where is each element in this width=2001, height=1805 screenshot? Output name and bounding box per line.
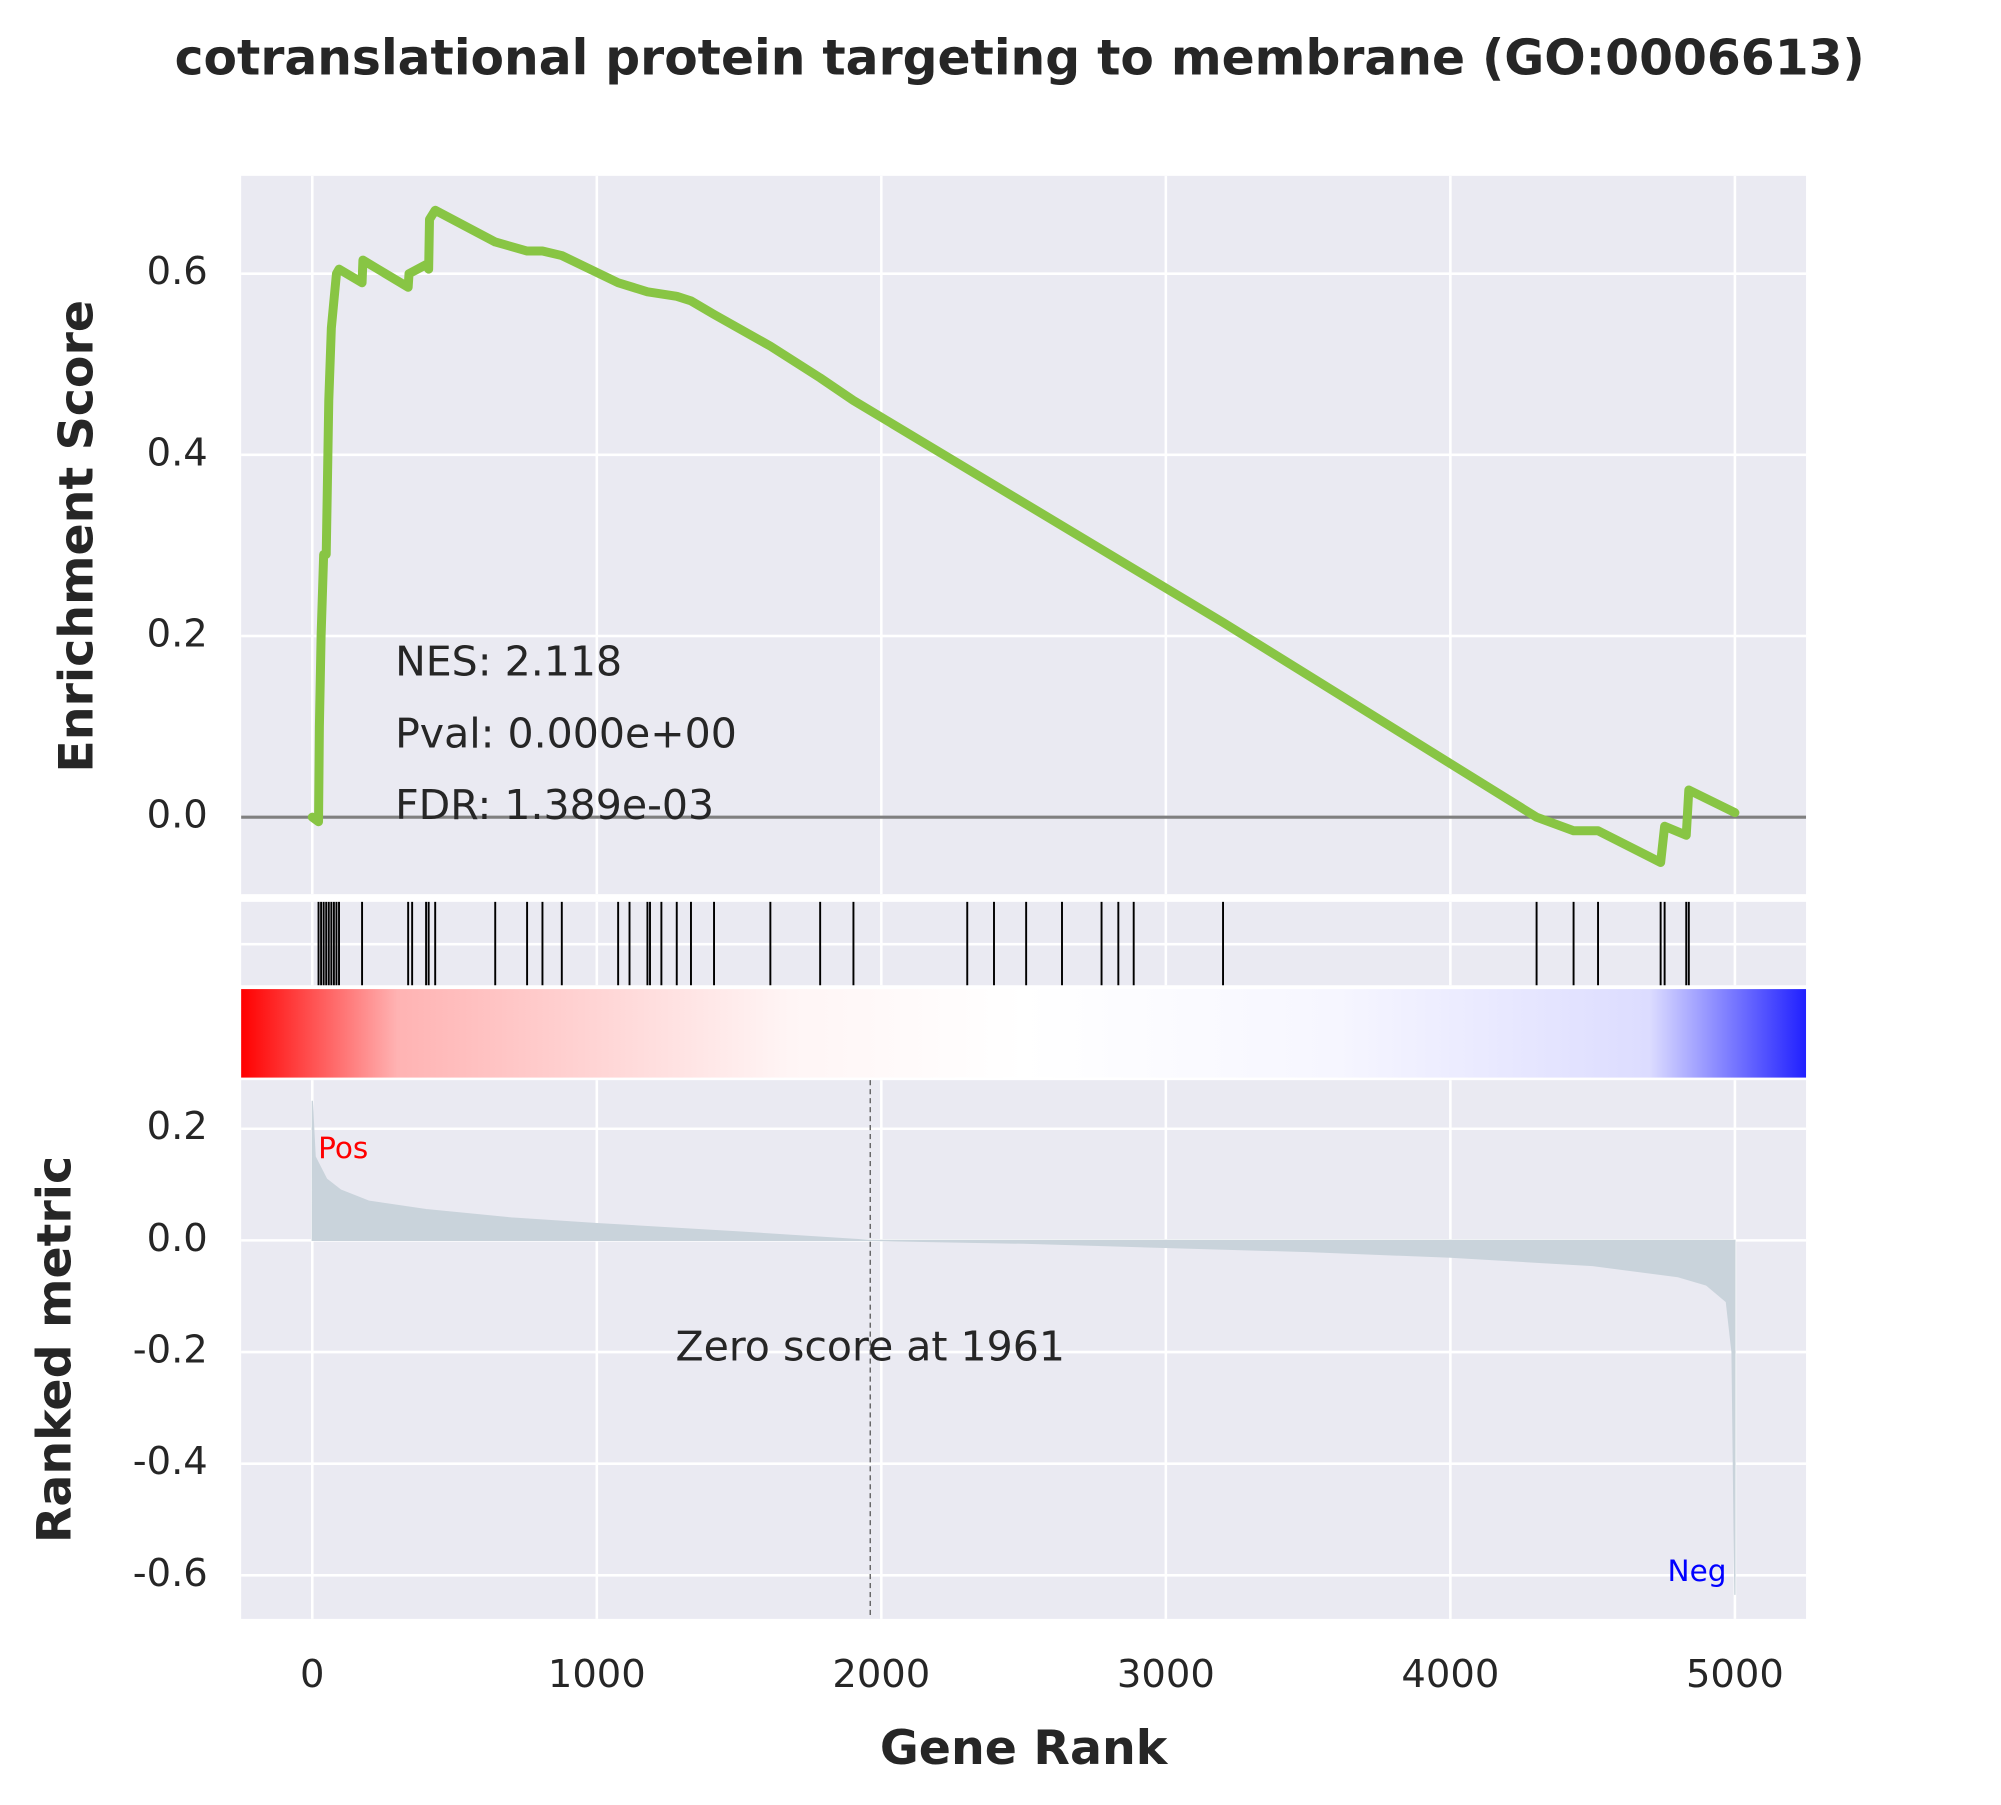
y-tick-label: -0.2 [133, 1328, 208, 1373]
x-tick-label: 2000 [832, 1652, 930, 1697]
neg-label: Neg [1668, 1554, 1727, 1588]
x-axis-label: Gene Rank [880, 1721, 1169, 1776]
y-axis-label: Enrichment Score [50, 300, 105, 773]
es-line [307, 205, 1740, 867]
y-tick-label: 0.2 [147, 612, 208, 657]
x-tick-label: 3000 [1117, 1652, 1215, 1697]
y-tick-label: 0.0 [147, 1216, 208, 1261]
zero-score-annotation: Zero score at 1961 [675, 1323, 1064, 1371]
y-axis-label: Ranked metric [28, 1156, 83, 1543]
metric-area [311, 1100, 1736, 1595]
es-panel [241, 175, 1807, 895]
chart-title: cotranslational protein targeting to mem… [175, 31, 1865, 87]
stat-annotation: FDR: 1.389e-03 [395, 781, 714, 829]
pos-label: Pos [318, 1131, 368, 1165]
x-tick-label: 0 [300, 1652, 324, 1697]
y-tick-label: 0.4 [147, 430, 208, 475]
y-tick-label: -0.6 [133, 1551, 208, 1596]
x-tick-label: 5000 [1686, 1652, 1784, 1697]
y-tick-label: 0.2 [147, 1104, 208, 1149]
y-tick-label: -0.4 [133, 1439, 208, 1484]
y-tick-label: 0.0 [147, 793, 208, 838]
stat-annotation: NES: 2.118 [395, 638, 622, 686]
rank-panel [241, 1080, 1807, 1619]
x-tick-label: 1000 [548, 1652, 646, 1697]
x-tick-label: 4000 [1401, 1652, 1499, 1697]
stat-annotation: Pval: 0.000e+00 [395, 709, 737, 757]
y-tick-label: 0.6 [147, 249, 208, 294]
color-bar [241, 989, 1807, 1078]
